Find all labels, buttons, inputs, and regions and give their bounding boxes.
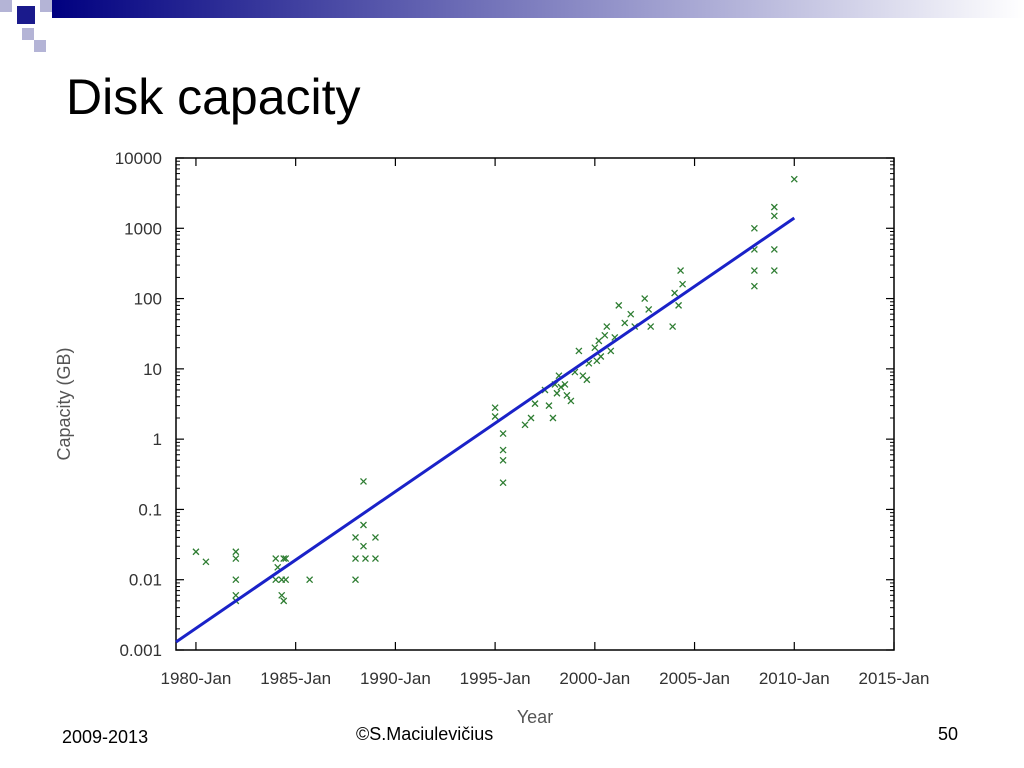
data-point (557, 383, 565, 391)
data-point (770, 212, 778, 220)
data-point (603, 323, 611, 331)
x-tick-label: 1995-Jan (460, 669, 531, 688)
data-point (601, 331, 609, 339)
data-point (675, 301, 683, 309)
data-point (202, 558, 210, 566)
data-point (521, 421, 529, 429)
data-point (561, 380, 569, 388)
data-point (499, 479, 507, 487)
y-axis: 0.001 0.01 0.1 1 10 100 1000 10000 (115, 149, 894, 660)
data-point (491, 413, 499, 420)
data-point (499, 446, 507, 454)
data-point (553, 389, 561, 397)
data-point (232, 555, 240, 563)
data-point (371, 555, 379, 563)
data-point (360, 542, 367, 550)
y-tick-label: 10000 (115, 149, 162, 168)
data-point (641, 295, 649, 303)
data-point (770, 245, 778, 253)
data-point (527, 414, 535, 422)
x-axis-title: Year (517, 707, 553, 727)
data-point (491, 404, 499, 412)
data-point (352, 533, 359, 541)
y-tick-label: 10 (143, 360, 162, 379)
data-point (192, 548, 200, 556)
data-point (679, 280, 687, 288)
data-point (615, 301, 623, 309)
x-tick-label: 2000-Jan (559, 669, 630, 688)
data-point (282, 555, 290, 563)
data-point (645, 305, 653, 313)
data-point (232, 591, 240, 599)
data-point (595, 337, 603, 345)
data-point (232, 548, 240, 556)
y-tick-label: 1 (153, 430, 162, 449)
data-point (750, 282, 758, 290)
x-tick-label: 2010-Jan (759, 669, 830, 688)
data-point (621, 319, 629, 327)
data-point (770, 203, 778, 211)
data-point (278, 591, 286, 599)
data-point (352, 576, 359, 584)
slide-title: Disk capacity (66, 69, 361, 125)
y-tick-label: 0.001 (119, 641, 162, 660)
data-point (531, 400, 539, 408)
data-point (549, 414, 557, 422)
y-tick-label: 1000 (124, 219, 162, 238)
data-point (607, 347, 615, 355)
data-point (499, 456, 507, 464)
data-point (545, 402, 553, 410)
x-tick-label: 1985-Jan (260, 669, 331, 688)
data-point (575, 347, 583, 355)
data-point (563, 391, 571, 399)
data-point (360, 521, 367, 529)
page-number: 50 (938, 724, 959, 744)
x-tick-label: 2015-Jan (859, 669, 930, 688)
data-point (591, 344, 599, 352)
data-point (770, 267, 778, 275)
data-point (280, 555, 288, 563)
data-point (583, 376, 591, 384)
x-tick-label: 1990-Jan (360, 669, 431, 688)
data-point (272, 555, 280, 563)
data-point (671, 289, 679, 297)
data-point (499, 430, 507, 438)
data-point (647, 323, 655, 331)
data-point (360, 477, 367, 485)
trend-line (175, 216, 796, 644)
footer-date-range: 2009-2013 (62, 727, 149, 747)
footer-author: ©S.Maciulevičius (356, 724, 494, 744)
data-point (371, 533, 379, 541)
data-point (790, 175, 798, 183)
data-point (750, 224, 758, 232)
data-point (306, 576, 314, 584)
data-point (597, 353, 605, 360)
y-tick-label: 0.01 (129, 571, 162, 590)
data-point (750, 267, 758, 275)
title-gradient-bar (52, 0, 1024, 18)
data-point (669, 323, 677, 331)
data-point (677, 267, 685, 275)
x-tick-label: 2005-Jan (659, 669, 730, 688)
y-tick-label: 100 (134, 290, 162, 309)
y-tick-label: 0.1 (138, 500, 162, 519)
data-point (280, 597, 288, 605)
data-point (627, 310, 635, 318)
x-tick-label: 1980-Jan (160, 669, 231, 688)
data-point (232, 576, 240, 584)
data-point (272, 576, 280, 584)
data-point (278, 576, 286, 584)
data-point (567, 397, 575, 405)
y-axis-title: Capacity (GB) (54, 347, 74, 460)
data-point (362, 555, 369, 563)
data-point (352, 555, 359, 563)
x-axis: 1980-Jan 1985-Jan 1990-Jan 1995-Jan 2000-Jan… (160, 158, 929, 688)
corner-squares-decoration (0, 0, 52, 52)
